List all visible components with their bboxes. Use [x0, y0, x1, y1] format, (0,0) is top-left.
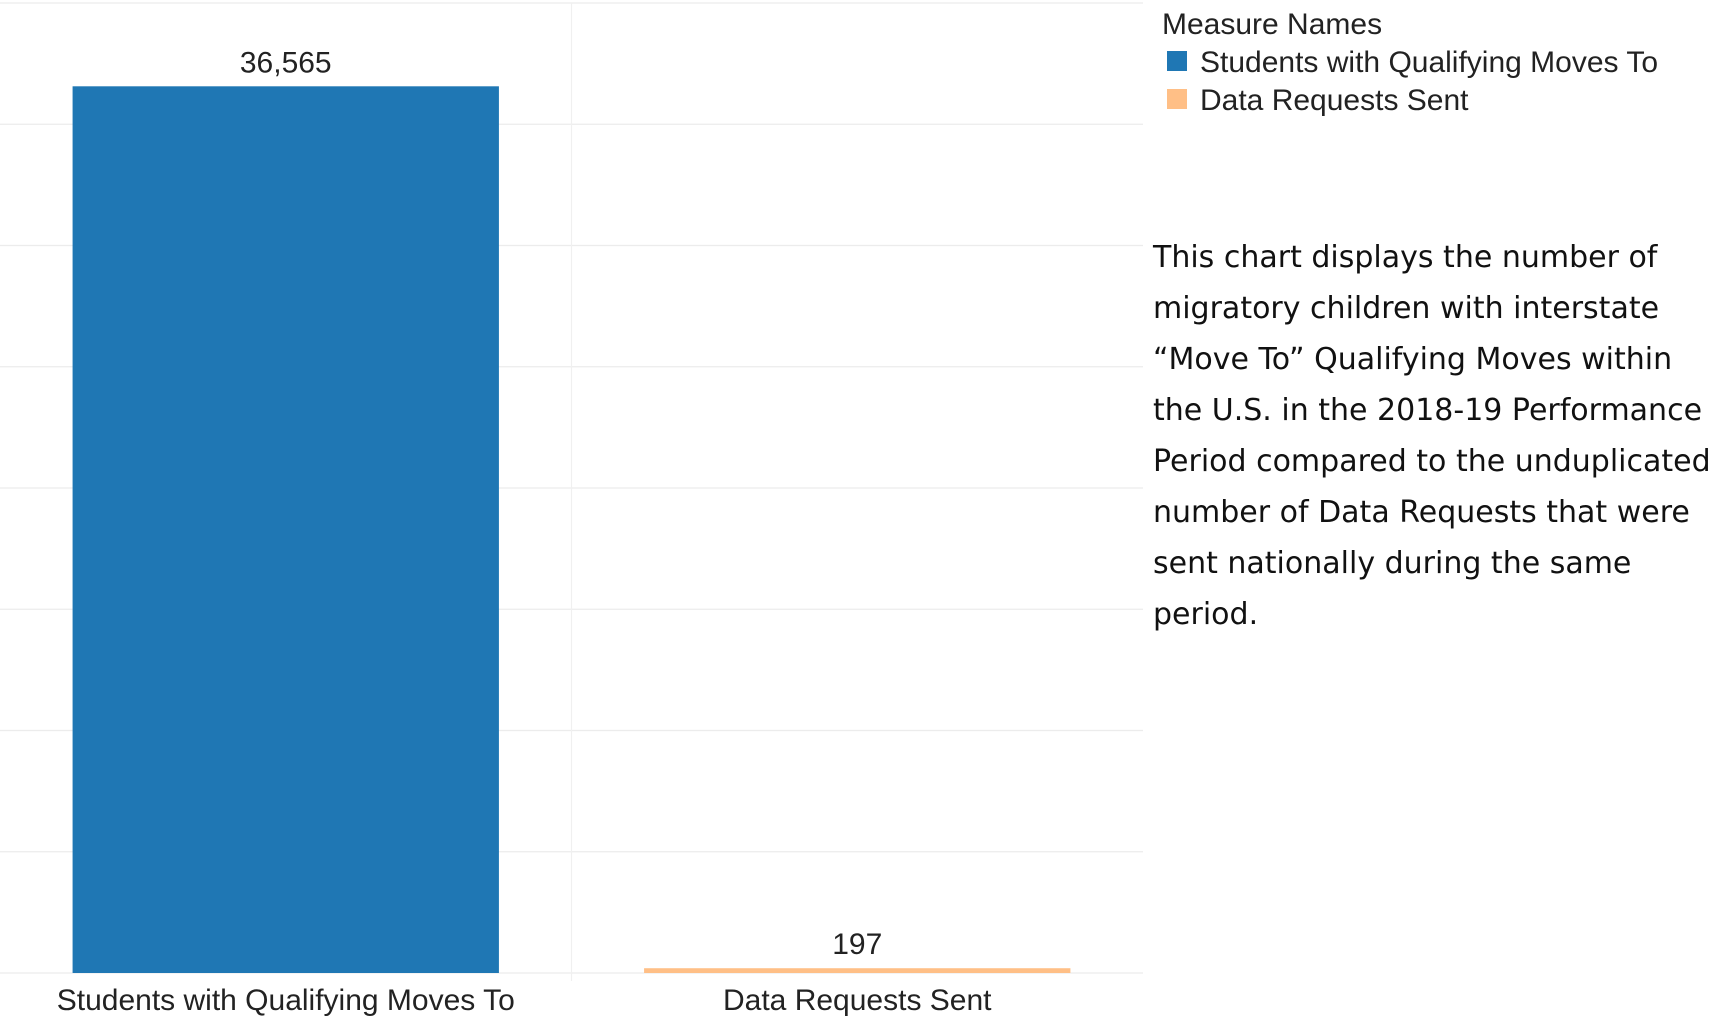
legend-title: Measure Names	[1162, 8, 1382, 41]
value-label: 197	[832, 928, 882, 961]
bar	[644, 968, 1071, 973]
value-label: 36,565	[240, 46, 332, 79]
x-tick-label: Data Requests Sent	[723, 984, 992, 1017]
legend-swatch	[1167, 51, 1187, 71]
bar	[72, 86, 499, 973]
legend-label: Data Requests Sent	[1200, 84, 1469, 117]
legend-swatch	[1167, 89, 1187, 109]
annotation: This chart displays the number of migrat…	[1153, 240, 1711, 632]
x-tick-label: Students with Qualifying Moves To	[57, 984, 515, 1017]
legend-label: Students with Qualifying Moves To	[1200, 46, 1658, 79]
